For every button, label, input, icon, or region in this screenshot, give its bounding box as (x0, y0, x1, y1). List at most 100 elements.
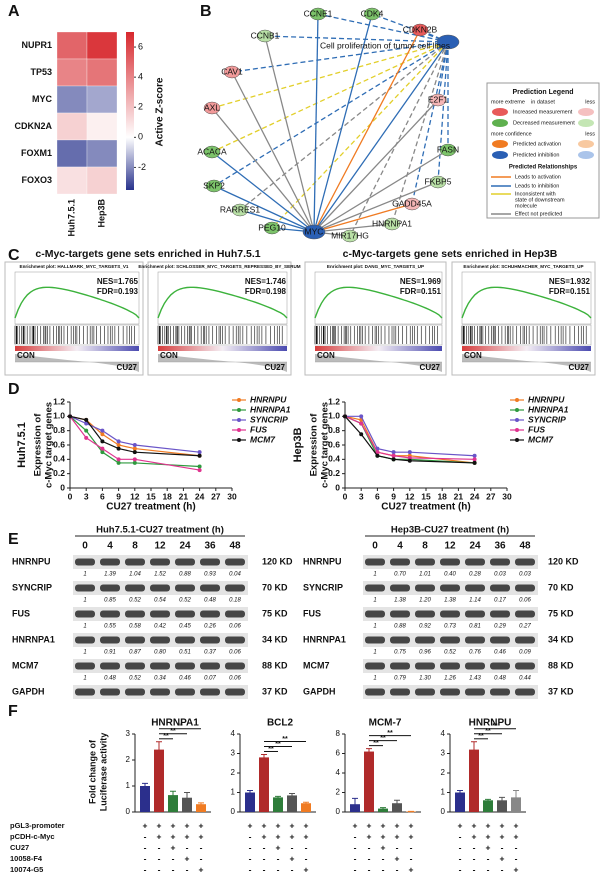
series-point (391, 453, 396, 458)
network-edge (313, 202, 414, 233)
network-edge (313, 221, 394, 233)
legend-swatch (578, 119, 594, 127)
treatment-sign: + (486, 842, 491, 852)
band-quant: 0.42 (154, 624, 166, 630)
y-tick-label: 1 (126, 781, 131, 790)
gsea-stat: FDR=0.193 (97, 287, 139, 296)
blot-size: 75 KD (548, 608, 574, 618)
y-tick-label: 0.4 (328, 454, 340, 464)
treatment-sign: + (381, 831, 386, 841)
treatment-sign: - (263, 853, 266, 863)
treatment-sign: - (186, 864, 189, 874)
y-tick-label: 0 (441, 807, 446, 816)
blot-band (150, 688, 170, 696)
blot-row-label: GAPDH (303, 686, 336, 696)
lane-time: 12 (444, 541, 456, 552)
legend-marker (515, 418, 519, 422)
lane-time: 0 (372, 541, 378, 552)
significance: ** (380, 735, 386, 742)
treatment-sign: + (367, 831, 372, 841)
heat-cell (56, 139, 88, 168)
side-label: Huh7.5.1 (16, 422, 28, 468)
x-tick-label: 21 (179, 491, 189, 501)
y-tick-label: 0 (126, 807, 131, 816)
blot-band (390, 558, 410, 566)
legend-swatch (492, 119, 508, 127)
treatment-sign: - (487, 853, 490, 863)
treatment-sign: - (459, 864, 462, 874)
network-node (411, 23, 429, 37)
y-axis-label: c-Myc target genes (44, 402, 55, 488)
legend-marker (515, 408, 519, 412)
band-quant: 0.87 (129, 650, 141, 656)
significance: ** (170, 728, 176, 735)
blot-band (465, 662, 485, 670)
series-point (197, 453, 202, 458)
x-tick-label: 9 (116, 491, 121, 501)
y-tick-label: 0 (231, 807, 236, 816)
series-point (197, 468, 202, 473)
ranked-metric (462, 354, 591, 372)
blot-size: 75 KD (262, 608, 288, 618)
x-axis-label: CU27 treatment (h) (106, 502, 195, 513)
chart-title: HNRNPU (469, 718, 512, 729)
bar (140, 786, 150, 812)
series-point (84, 435, 89, 440)
blot-row-label: HNRNPU (303, 556, 342, 566)
treatment-sign: + (185, 820, 190, 830)
treatment-sign: - (459, 853, 462, 863)
treatment-sign: + (171, 842, 176, 852)
band-quant: 0.40 (444, 572, 456, 578)
blot-band (225, 688, 245, 696)
legend-text: Increased measurement (513, 109, 573, 115)
blot-title: Hep3B-CU27 treatment (h) (391, 525, 509, 536)
node-label: PEG10 (258, 222, 286, 232)
band-quant: 1 (373, 624, 376, 630)
treatment-sign: + (409, 864, 414, 874)
legend-box (486, 82, 600, 219)
treatment-sign: - (172, 864, 175, 874)
node-label: CCNB1 (251, 30, 280, 40)
bar (168, 795, 178, 812)
error-bar (198, 802, 204, 806)
blot-band (100, 610, 120, 618)
colorbar-tick-label: -2 (138, 162, 146, 172)
series-point (132, 460, 137, 465)
enrichment-curve (461, 286, 592, 319)
blot-row-label: SYNCRIP (12, 582, 52, 592)
treatment-sign: - (305, 842, 308, 852)
error-bar (485, 798, 491, 802)
y-tick-label: 3 (441, 749, 446, 758)
legend-text: more confidence (491, 131, 532, 137)
band-quant: 1 (373, 572, 376, 578)
group-label: CU27 (420, 363, 441, 372)
band-quant: 0.93 (204, 572, 216, 578)
error-bar (513, 790, 519, 805)
series-point (375, 450, 380, 455)
blot-row-label: MCM7 (12, 660, 39, 670)
network-edge (371, 13, 449, 43)
blot-band (515, 610, 535, 618)
lane-time: 0 (82, 541, 88, 552)
group-label: CON (160, 351, 178, 360)
x-tick-label: 9 (391, 491, 396, 501)
blot-band (75, 610, 95, 618)
lane-time: 36 (494, 541, 506, 552)
blot-band (225, 584, 245, 592)
band-quant: 0.04 (229, 572, 241, 578)
treatment-sign: + (514, 864, 519, 874)
error-bar (247, 790, 253, 795)
series-point (100, 446, 105, 451)
row-label: CDKN2A (14, 121, 52, 131)
blot-band (200, 662, 220, 670)
heat-cell (56, 112, 88, 141)
treatment-sign: - (354, 864, 357, 874)
network-edge (213, 185, 315, 233)
node-label: E2F1 (428, 94, 449, 104)
series-point (84, 421, 89, 426)
group-label: CON (17, 351, 35, 360)
network-node (363, 7, 381, 21)
legend-text: Inconsistent with (515, 191, 556, 197)
bar (455, 792, 465, 812)
x-tick-label: 15 (421, 491, 431, 501)
